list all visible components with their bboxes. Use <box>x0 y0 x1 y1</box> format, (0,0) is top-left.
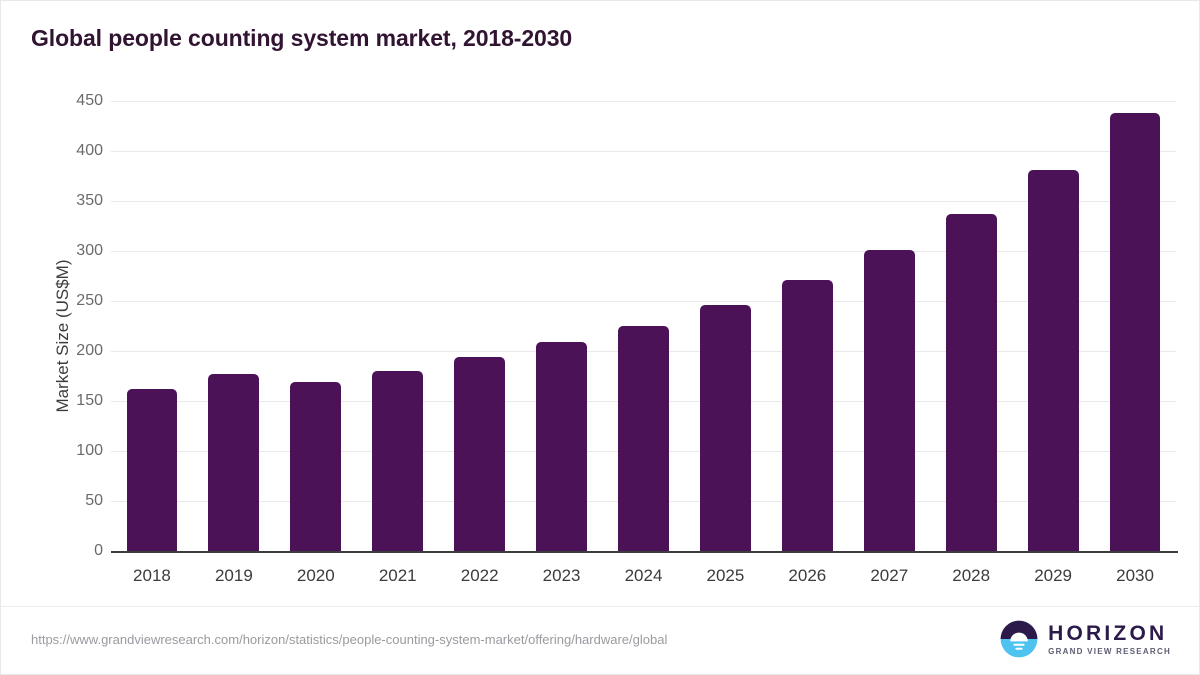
page-title: Global people counting system market, 20… <box>31 25 573 51</box>
bar-group[interactable] <box>781 101 833 551</box>
gridline <box>111 251 1176 252</box>
bar[interactable] <box>700 305 751 551</box>
x-tick-label: 2028 <box>952 566 991 585</box>
bar-group[interactable] <box>1027 101 1079 551</box>
x-tick-label: 2018 <box>133 566 171 585</box>
x-tick-label: 2021 <box>378 566 417 585</box>
x-tick-label: 2023 <box>542 566 581 585</box>
bar-group[interactable] <box>372 101 424 551</box>
horizon-logo: HORIZON GRAND VIEW RESEARCH <box>999 619 1171 659</box>
bar[interactable] <box>945 214 997 551</box>
x-tick-label: 2020 <box>296 566 335 585</box>
bar[interactable] <box>290 382 342 551</box>
x-axis-line <box>111 551 1178 553</box>
bar-group[interactable] <box>126 101 178 551</box>
y-tick-label: 200 <box>76 342 103 359</box>
y-tick-label: 250 <box>76 292 103 309</box>
x-tick-label: 2026 <box>788 566 827 585</box>
bar-group[interactable] <box>290 101 342 551</box>
bar-group[interactable] <box>1109 101 1161 551</box>
horizon-logo-text: HORIZON GRAND VIEW RESEARCH <box>1048 623 1171 656</box>
y-tick-label: 400 <box>76 142 103 159</box>
y-tick-label: 300 <box>76 242 103 259</box>
y-tick-label: 450 <box>76 92 103 109</box>
bar[interactable] <box>781 280 833 551</box>
y-tick-label: 350 <box>76 192 103 209</box>
bar-group[interactable] <box>618 101 669 551</box>
x-tick-label: 2029 <box>1034 566 1073 585</box>
logo-tagline: GRAND VIEW RESEARCH <box>1048 646 1171 656</box>
bar[interactable] <box>1027 170 1079 551</box>
y-tick-label: 100 <box>76 442 103 459</box>
x-tick-label: 2025 <box>706 566 745 585</box>
bar[interactable] <box>536 342 587 551</box>
gridline <box>111 101 1176 102</box>
bar-group[interactable] <box>945 101 997 551</box>
y-tick-label: 50 <box>85 492 103 509</box>
y-axis-title: Market Size (US$M) <box>53 259 72 413</box>
bar-group[interactable] <box>700 101 751 551</box>
gridline <box>111 151 1176 152</box>
horizon-logo-icon <box>1000 620 1038 658</box>
bar[interactable] <box>863 250 915 551</box>
y-tick-label: 0 <box>94 542 103 559</box>
gridline <box>111 201 1176 202</box>
bar-group[interactable] <box>536 101 587 551</box>
x-tick-label: 2030 <box>1116 566 1154 585</box>
bar[interactable] <box>454 357 506 551</box>
bar[interactable] <box>126 389 178 551</box>
footer-divider <box>1 606 1199 607</box>
source-url[interactable]: https://www.grandviewresearch.com/horizo… <box>31 632 668 647</box>
x-tick-label: 2027 <box>870 566 909 585</box>
x-tick-label: 2019 <box>214 566 253 585</box>
plot-area <box>111 101 1176 551</box>
bar-group[interactable] <box>208 101 260 551</box>
bar[interactable] <box>1109 113 1161 551</box>
x-tick-label: 2022 <box>460 566 499 585</box>
y-axis-tick-labels: Market Size (US$M) 0 50 100 150 200 250 300 350… <box>31 1 103 674</box>
y-tick-label: 150 <box>76 392 103 409</box>
gridline <box>111 301 1176 302</box>
bar-group[interactable] <box>454 101 506 551</box>
x-tick-label: 2024 <box>624 566 663 585</box>
bar[interactable] <box>618 326 669 551</box>
bar-group[interactable] <box>863 101 915 551</box>
bar[interactable] <box>208 374 260 551</box>
bar[interactable] <box>372 371 424 551</box>
logo-wordmark: HORIZON <box>1048 621 1168 645</box>
